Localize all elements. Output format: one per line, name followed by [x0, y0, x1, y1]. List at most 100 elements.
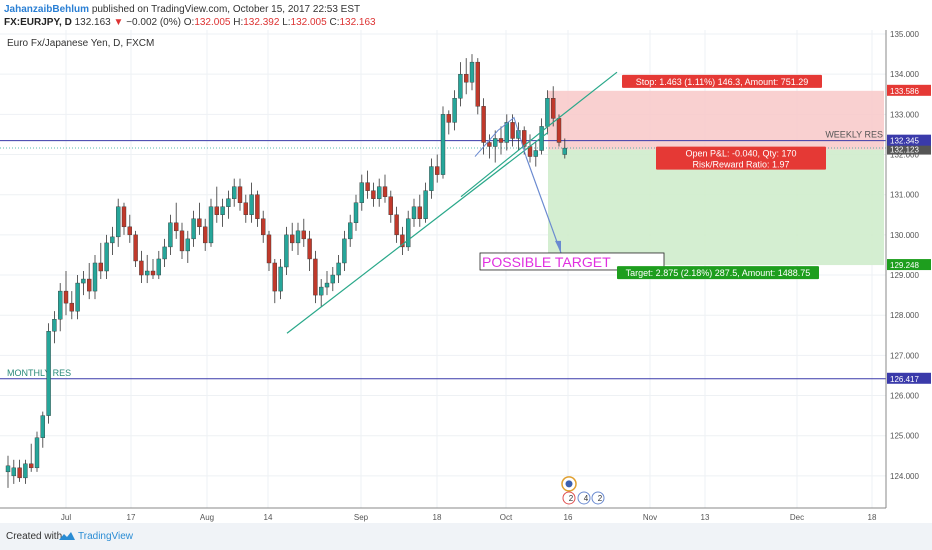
candle-body [423, 190, 428, 219]
candle-body [17, 467, 22, 479]
candle-body [562, 147, 567, 155]
trendline-2 [460, 125, 549, 198]
candle-body [417, 206, 422, 219]
candle-body [556, 118, 562, 143]
candle-body [336, 262, 341, 276]
candle-body [487, 142, 492, 147]
level-tag-text: 132.345 [890, 137, 919, 146]
low-value: 132.005 [290, 17, 327, 28]
candle-body [359, 182, 364, 203]
y-tick-label: 134.000 [890, 70, 919, 79]
annotation-text: POSSIBLE TARGET [482, 254, 611, 270]
tradingview-logo-icon [59, 532, 75, 540]
candle-body [371, 190, 376, 199]
chart-title: Euro Fx/Japanese Yen, D, FXCM [7, 38, 154, 49]
y-tick-label: 129.000 [890, 271, 919, 280]
candle-body [435, 166, 440, 175]
stop-label-text: Stop: 1.463 (1.11%) 146.3, Amount: 751.2… [636, 77, 808, 87]
candle-body [545, 98, 550, 127]
candle-body [191, 218, 196, 240]
candle-body [231, 186, 237, 199]
candle-body [11, 467, 17, 477]
candle-body [243, 202, 249, 215]
y-tick-label: 127.000 [890, 351, 919, 360]
axes: 124.000 125.000 126.000 127.000 128.000 129.0… [0, 30, 931, 522]
candle-body [173, 222, 179, 232]
candle-body [144, 270, 150, 276]
candle-body [365, 182, 370, 191]
candle-body [86, 278, 92, 292]
candle-body [5, 465, 11, 473]
candle-body [150, 270, 156, 276]
candle-body [295, 230, 301, 244]
event-badge-count: 2 [598, 494, 603, 503]
support-trendline [286, 131, 549, 334]
candle-body [348, 222, 353, 240]
candle-body [202, 226, 208, 244]
candle-body [504, 122, 509, 143]
candle-body [104, 242, 109, 272]
brand-name[interactable]: TradingView [78, 531, 134, 542]
published-text: published on TradingView.com, October 15… [91, 4, 361, 15]
candle-body [52, 319, 57, 332]
candle-body [29, 463, 34, 469]
candle-body [156, 258, 162, 276]
open-label: O: [183, 17, 195, 28]
candle-body [278, 266, 283, 292]
candle-body [313, 258, 318, 296]
footer: Created with TradingView [0, 523, 932, 550]
candle-body [301, 230, 306, 240]
y-tick-label: 132.000 [890, 151, 919, 160]
candle-body [266, 234, 272, 264]
candle-body [214, 206, 220, 215]
x-tick-label: 13 [701, 513, 710, 522]
price-tag-text: 132.123 [890, 146, 919, 155]
candle-body [522, 130, 527, 147]
candle-body [185, 238, 191, 252]
candle-body [69, 302, 75, 312]
event-badge-count: 4 [584, 494, 589, 503]
candle-body [388, 196, 393, 215]
candle-body [81, 278, 86, 284]
event-badge-circle [591, 491, 605, 505]
candle-body [46, 331, 51, 416]
price-tag-text: 129.248 [890, 261, 919, 270]
event-badge-circle [577, 491, 591, 505]
position-labels: Stop: 1.463 (1.11%) 146.3, Amount: 751.2… [617, 74, 826, 280]
x-tick-label: Oct [500, 513, 513, 522]
candle-body [220, 206, 225, 215]
candle-body [324, 282, 330, 288]
candle-body [284, 234, 289, 268]
candle-body [226, 198, 231, 207]
symbol-label: FX:EURJPY, D [4, 17, 72, 28]
y-tick-label: 125.000 [890, 432, 919, 441]
target-label-box [617, 266, 819, 280]
event-badge-circle [562, 491, 576, 505]
candle-body [464, 73, 469, 83]
candle-body [533, 150, 538, 157]
candle-body [377, 186, 382, 199]
level-tag-box [887, 372, 931, 384]
candle-body [75, 282, 80, 312]
y-tick-label: 135.000 [890, 30, 919, 39]
x-tick-label: Nov [643, 513, 657, 522]
x-tick-label: Jul [61, 513, 71, 522]
candle-body [394, 214, 399, 236]
candle-body [63, 290, 69, 304]
candle-body [208, 206, 214, 244]
price-tag-box [887, 84, 931, 96]
candle-body [162, 246, 167, 260]
position-zones [548, 90, 884, 266]
price-tag-box [887, 259, 931, 271]
event-badge-dot [565, 480, 573, 488]
annotation-box [479, 252, 665, 271]
price-tag-box [887, 143, 931, 155]
x-tick-label: Dec [790, 513, 804, 522]
pnl-label-text: Risk/Reward Ratio: 1.97 [692, 160, 789, 170]
publish-line: JahanzaibBehlum published on TradingView… [4, 4, 360, 15]
price-change: −0.002 (0%) [126, 17, 181, 28]
author-link[interactable]: JahanzaibBehlum [4, 4, 90, 15]
candle-body [34, 437, 40, 469]
x-tick-label: 14 [264, 513, 273, 522]
